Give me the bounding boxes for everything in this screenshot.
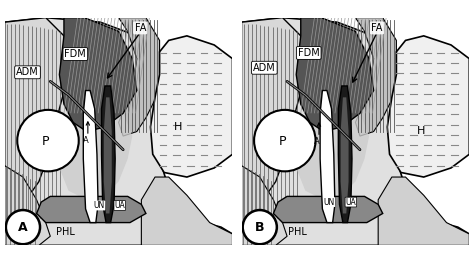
Text: ADM: ADM xyxy=(253,63,276,73)
Text: UN: UN xyxy=(324,198,335,207)
Polygon shape xyxy=(242,18,305,211)
Polygon shape xyxy=(141,177,232,245)
Text: A: A xyxy=(82,136,89,145)
Text: UA: UA xyxy=(114,201,125,210)
Polygon shape xyxy=(242,166,287,245)
Polygon shape xyxy=(296,90,369,200)
Text: PHL: PHL xyxy=(288,227,307,237)
Text: H: H xyxy=(173,122,182,132)
Polygon shape xyxy=(5,18,232,245)
Circle shape xyxy=(17,110,79,171)
Polygon shape xyxy=(104,97,112,214)
Text: FA: FA xyxy=(135,23,146,33)
Text: H: H xyxy=(417,127,426,136)
Text: A: A xyxy=(314,137,319,146)
Polygon shape xyxy=(101,86,115,222)
Text: ADM: ADM xyxy=(16,67,39,77)
Polygon shape xyxy=(378,177,469,245)
Text: P: P xyxy=(279,135,286,148)
Circle shape xyxy=(6,210,40,244)
Polygon shape xyxy=(242,18,469,245)
Text: A: A xyxy=(18,221,28,234)
Polygon shape xyxy=(387,36,469,177)
Polygon shape xyxy=(356,18,396,136)
Circle shape xyxy=(254,110,316,171)
Text: B: B xyxy=(255,221,264,234)
Polygon shape xyxy=(118,18,160,136)
Text: FA: FA xyxy=(371,23,383,33)
Polygon shape xyxy=(150,36,232,177)
Polygon shape xyxy=(341,97,348,214)
Text: FDM: FDM xyxy=(64,49,86,59)
Text: PHL: PHL xyxy=(55,227,74,237)
Circle shape xyxy=(243,210,277,244)
Polygon shape xyxy=(83,90,98,222)
Text: UN: UN xyxy=(93,201,105,210)
Polygon shape xyxy=(296,18,374,132)
Polygon shape xyxy=(59,18,137,132)
Polygon shape xyxy=(5,166,50,245)
Polygon shape xyxy=(320,90,335,222)
Text: P: P xyxy=(42,135,49,148)
Text: FDM: FDM xyxy=(298,48,319,58)
Polygon shape xyxy=(59,90,132,200)
Polygon shape xyxy=(5,18,69,211)
Polygon shape xyxy=(36,196,146,222)
Polygon shape xyxy=(338,86,352,222)
Polygon shape xyxy=(273,196,383,222)
Text: UA: UA xyxy=(346,198,356,207)
